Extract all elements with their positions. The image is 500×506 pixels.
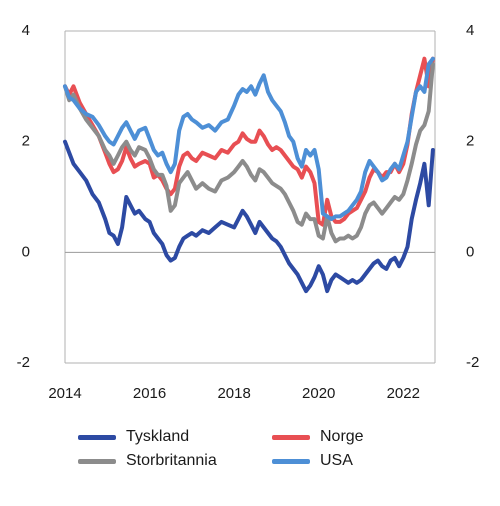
legend-label-tyskland: Tyskland (126, 428, 190, 445)
y-tick-label-left: -2 (17, 354, 30, 371)
y-tick-label-left: 0 (22, 243, 30, 260)
x-tick-label: 2016 (133, 385, 166, 402)
x-tick-label: 2020 (302, 385, 335, 402)
series-layer (63, 56, 435, 294)
legend-label-norge: Norge (320, 428, 364, 445)
legend-label-storbritannia: Storbritannia (126, 452, 217, 469)
y-tick-label-right: 4 (466, 22, 474, 39)
x-tick-label: 2018 (217, 385, 250, 402)
legend-item-storbritannia: Storbritannia (78, 450, 217, 472)
series-line-usa (63, 56, 435, 222)
series-line-norge (63, 56, 435, 227)
legend-label-usa: USA (320, 452, 353, 469)
y-tick-label-left: 2 (22, 133, 30, 150)
y-tick-label-right: 2 (466, 133, 474, 150)
x-axis: 2014 2016 2018 2020 2022 (48, 385, 420, 402)
y-tick-label-right: 0 (466, 243, 474, 260)
series-line-tyskland (63, 139, 435, 294)
legend-item-norge: Norge (272, 426, 364, 448)
series-line-storbritannia (63, 62, 435, 244)
y-tick-label-right: -2 (466, 354, 479, 371)
legend-item-usa: USA (272, 450, 353, 472)
y-axis-right: 4 2 0 -2 (466, 22, 479, 371)
legend-swatch-norge (272, 434, 310, 440)
legend-swatch-storbritannia (78, 458, 116, 464)
legend-swatch-usa (272, 458, 310, 464)
x-tick-label: 2014 (48, 385, 81, 402)
y-tick-label-left: 4 (22, 22, 30, 39)
y-axis-left: 4 2 0 -2 (17, 22, 30, 371)
legend: Tyskland Norge Storbritannia USA (0, 420, 500, 480)
x-tick-label: 2022 (387, 385, 420, 402)
legend-swatch-tyskland (78, 434, 116, 440)
legend-item-tyskland: Tyskland (78, 426, 189, 448)
